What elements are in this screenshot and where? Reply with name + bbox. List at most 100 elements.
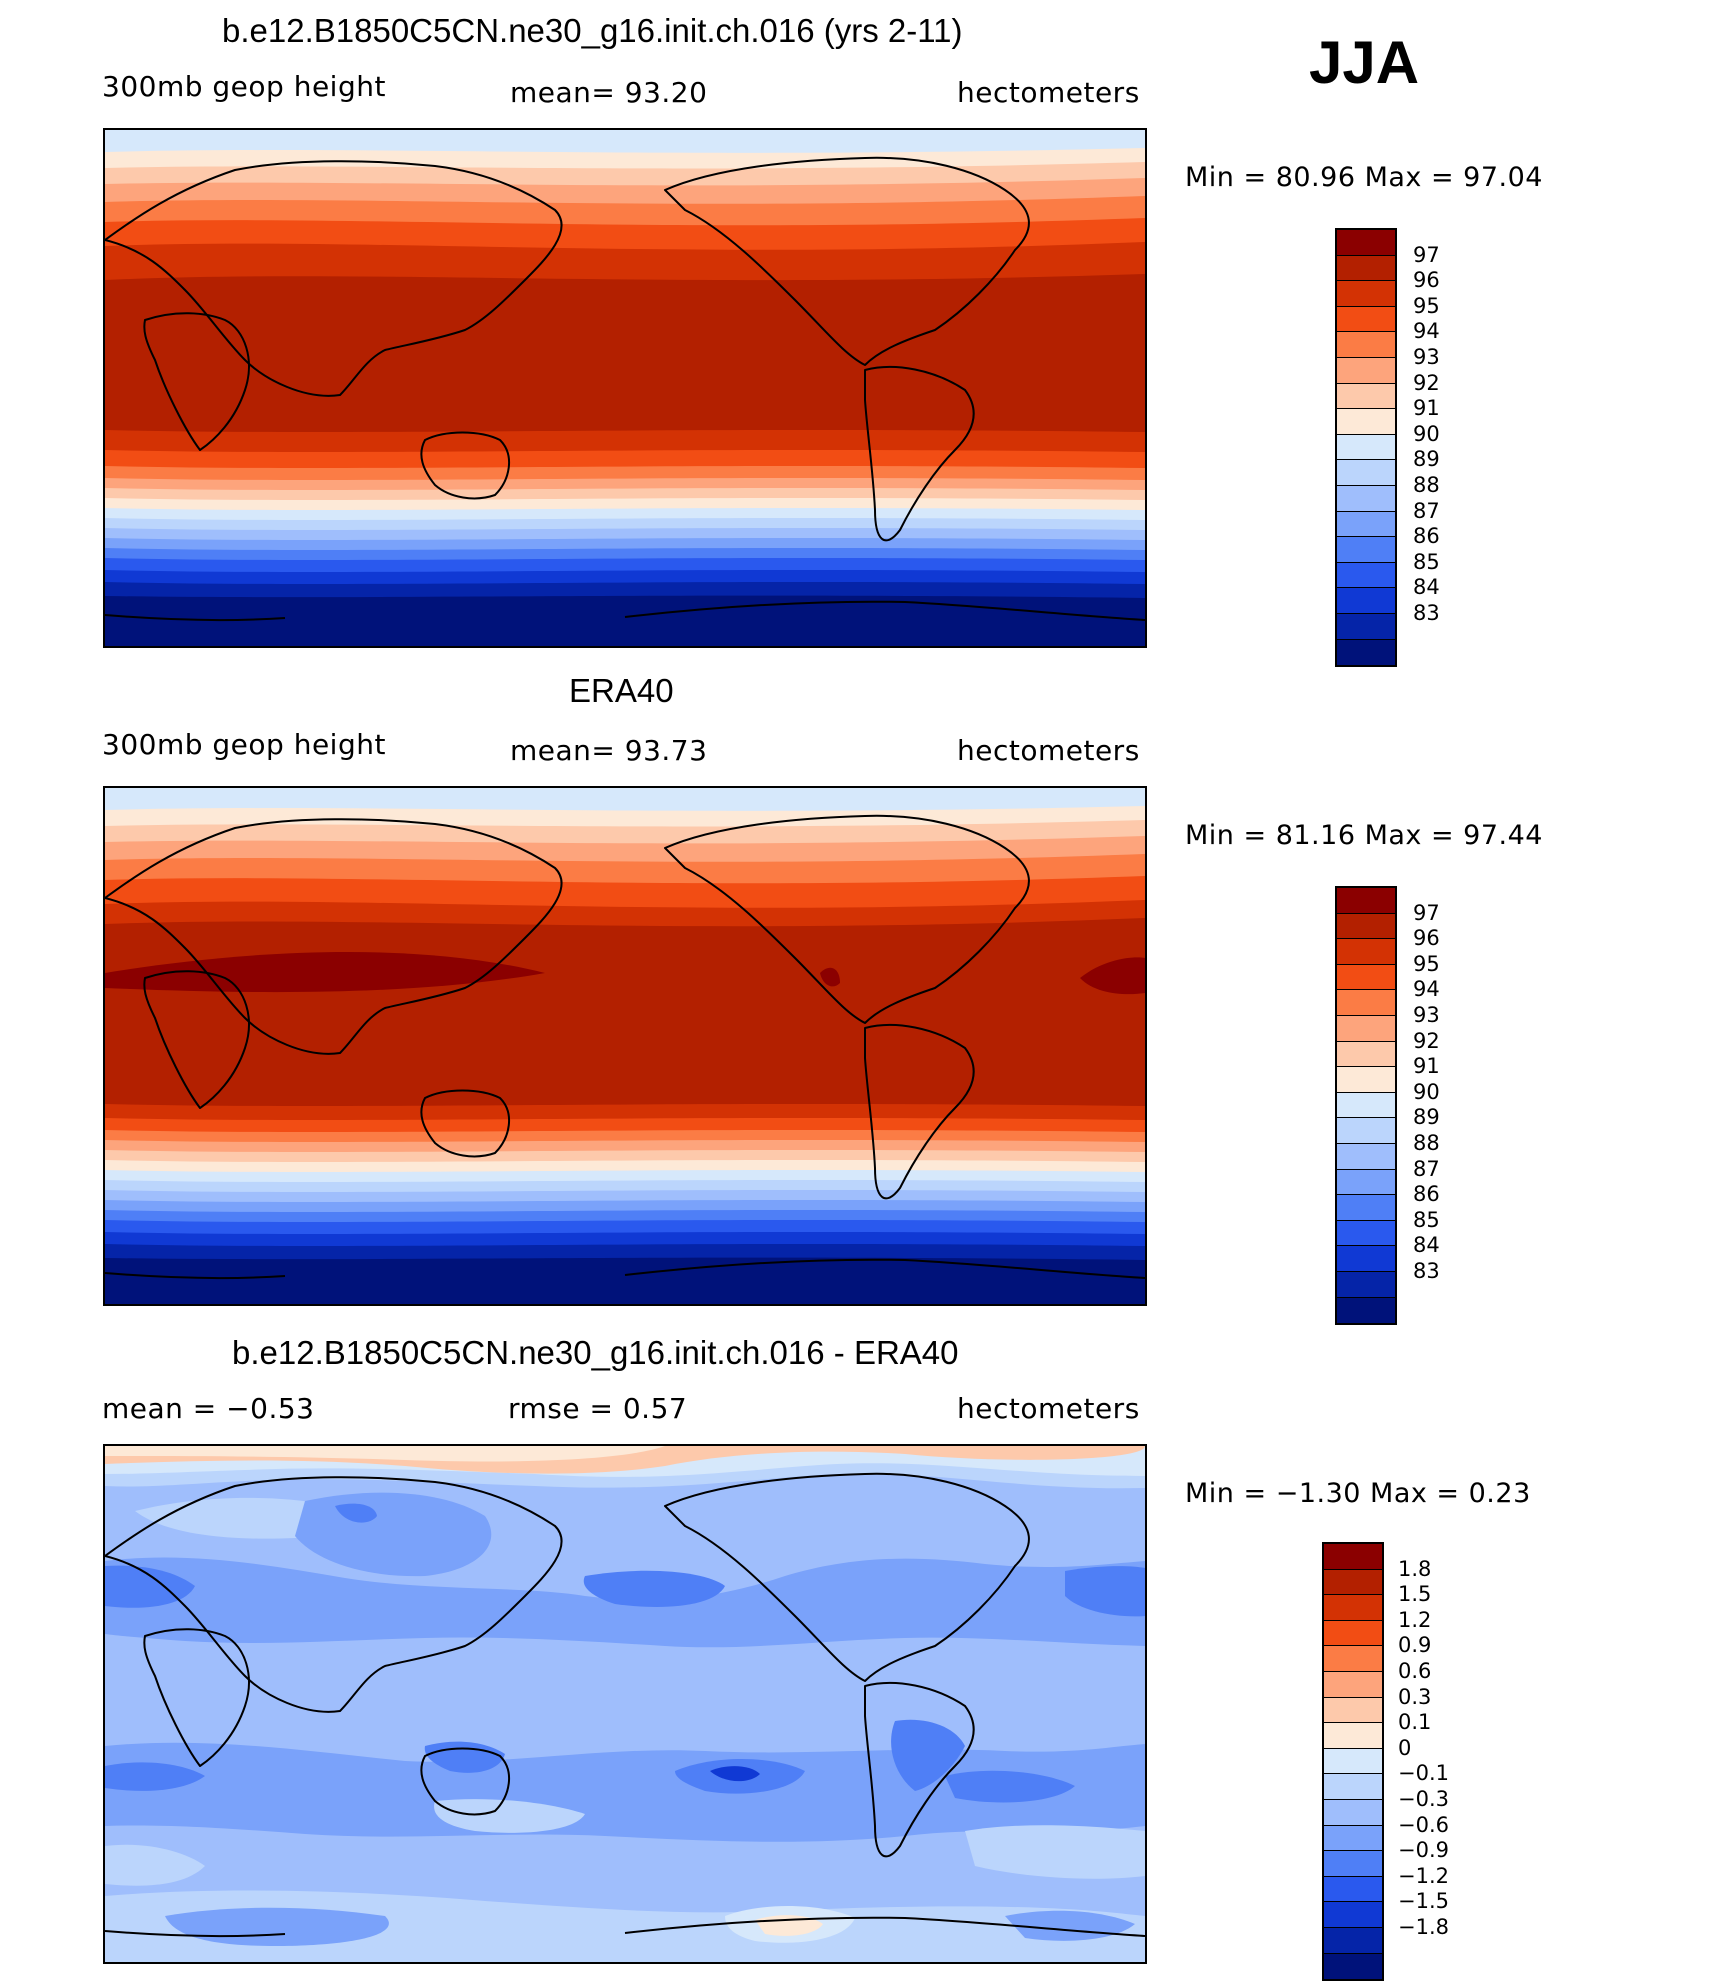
colorbar-tick-label: 0.6 <box>1398 1659 1432 1683</box>
colorbar-tick-label: 1.8 <box>1398 1556 1432 1581</box>
colorbar-swatch <box>1324 1825 1382 1852</box>
colorbar-swatch <box>1337 562 1395 589</box>
colorbar-swatch <box>1324 1595 1382 1621</box>
colorbar-tick-label: 88 <box>1413 1131 1440 1155</box>
colorbar-swatch <box>1324 1902 1382 1928</box>
colorbar-swatch <box>1337 639 1395 666</box>
colorbar-tick-label: 0 <box>1398 1735 1412 1760</box>
colorbar-swatch <box>1337 939 1395 965</box>
colorbar-tick-label: 83 <box>1413 1259 1440 1283</box>
colorbar-swatch <box>1337 1118 1395 1144</box>
colorbar-swatch <box>1337 1041 1395 1068</box>
panel-title-obs: ERA40 <box>569 672 674 709</box>
colorbar-swatch <box>1324 1671 1382 1698</box>
units-label-diff: hectometers <box>957 1392 1140 1425</box>
colorbar-swatch <box>1324 1569 1382 1596</box>
colorbar-swatch <box>1337 1220 1395 1247</box>
colorbar-swatch <box>1324 1544 1382 1570</box>
colorbar-swatch <box>1337 913 1395 940</box>
colorbar-swatch <box>1337 1092 1395 1119</box>
colorbar-tick-label: 90 <box>1413 421 1440 446</box>
colorbar-tick-label: −0.1 <box>1398 1761 1449 1786</box>
colorbar-model <box>1335 228 1397 668</box>
colorbar-tick-label: 1.5 <box>1398 1582 1432 1607</box>
colorbar-tick-label: −0.9 <box>1398 1838 1449 1863</box>
colorbar-swatch <box>1324 1851 1382 1877</box>
colorbar-swatch <box>1337 460 1395 486</box>
colorbar-swatch <box>1324 1799 1382 1826</box>
colorbar-swatch <box>1324 1646 1382 1672</box>
colorbar-swatch <box>1337 1067 1395 1093</box>
field-label-model: 300mb geop height <box>102 70 386 103</box>
colorbar-labels-obs: 97 96 95 94 93 92 91 90 89 88 87 86 85 84 83 <box>1413 886 1493 1296</box>
units-label-model: hectometers <box>957 76 1140 109</box>
colorbar-tick-label: 86 <box>1413 1182 1440 1207</box>
colorbar-swatch <box>1337 511 1395 538</box>
colorbar-swatch <box>1337 964 1395 991</box>
colorbar-tick-label: 91 <box>1413 396 1440 421</box>
colorbar-swatch <box>1337 537 1395 563</box>
colorbar-tick-label: 83 <box>1413 601 1440 625</box>
map-obs <box>103 786 1147 1306</box>
colorbar-swatch <box>1324 1723 1382 1749</box>
colorbar-tick-label: 88 <box>1413 473 1440 497</box>
colorbar-tick-label: 0.9 <box>1398 1633 1432 1658</box>
colorbar-tick-label: 85 <box>1413 1207 1440 1232</box>
colorbar-tick-label: 95 <box>1413 951 1440 976</box>
colorbar-tick-label: 86 <box>1413 524 1440 549</box>
colorbar-tick-label: 0.3 <box>1398 1684 1432 1709</box>
colorbar-tick-label: 89 <box>1413 1105 1440 1130</box>
colorbar-tick-label: 90 <box>1413 1079 1440 1104</box>
colorbar-tick-label: 94 <box>1413 977 1440 1002</box>
colorbar-swatch <box>1337 230 1395 256</box>
colorbar-tick-label: 85 <box>1413 549 1440 574</box>
colorbar-tick-label: 97 <box>1413 242 1440 267</box>
colorbar-tick-label: 93 <box>1413 345 1440 369</box>
colorbar-swatch <box>1337 888 1395 914</box>
colorbar-swatch <box>1337 1015 1395 1042</box>
colorbar-swatch <box>1337 1271 1395 1298</box>
colorbar-labels-diff: 1.8 1.5 1.2 0.9 0.6 0.3 0.1 0 −0.1 −0.3 −0.6 −0.9 −1… <box>1398 1542 1478 1952</box>
colorbar-swatch <box>1337 588 1395 614</box>
colorbar-tick-label: 97 <box>1413 900 1440 925</box>
colorbar-swatch <box>1324 1620 1382 1647</box>
mean-label-obs: mean= 93.73 <box>510 734 708 767</box>
colorbar-swatch <box>1324 1774 1382 1800</box>
colorbar-swatch <box>1337 1297 1395 1324</box>
map-diff <box>103 1444 1147 1964</box>
colorbar-swatch <box>1337 1143 1395 1170</box>
colorbar-diff <box>1322 1542 1384 1982</box>
mean-label-diff: mean = −0.53 <box>102 1392 315 1425</box>
colorbar-tick-label: 91 <box>1413 1054 1440 1079</box>
colorbar-tick-label: −1.2 <box>1398 1863 1449 1888</box>
units-label-obs: hectometers <box>957 734 1140 767</box>
colorbar-swatch <box>1324 1748 1382 1775</box>
colorbar-tick-label: 89 <box>1413 447 1440 472</box>
panel-title-diff: b.e12.B1850C5CN.ne30_g16.init.ch.016 - E… <box>232 1334 959 1371</box>
colorbar-labels-model: 97 96 95 94 93 92 91 90 89 88 87 86 85 84 83 <box>1413 228 1493 638</box>
colorbar-swatch <box>1324 1876 1382 1903</box>
colorbar-tick-label: 95 <box>1413 293 1440 318</box>
colorbar-tick-label: 92 <box>1413 370 1440 395</box>
colorbar-tick-label: 87 <box>1413 498 1440 523</box>
colorbar-tick-label: −1.5 <box>1398 1889 1449 1914</box>
colorbar-tick-label: 87 <box>1413 1156 1440 1181</box>
colorbar-swatch <box>1324 1953 1382 1980</box>
colorbar-swatch <box>1337 281 1395 307</box>
colorbar-swatch <box>1337 1195 1395 1221</box>
colorbar-tick-label: −1.8 <box>1398 1915 1449 1939</box>
colorbar-tick-label: 84 <box>1413 575 1440 600</box>
minmax-label-obs: Min = 81.16 Max = 97.44 <box>1185 820 1543 851</box>
colorbar-swatch <box>1337 485 1395 512</box>
colorbar-tick-label: −0.3 <box>1398 1787 1449 1811</box>
colorbar-swatch <box>1337 1169 1395 1196</box>
colorbar-obs <box>1335 886 1397 1326</box>
colorbar-tick-label: 93 <box>1413 1003 1440 1027</box>
colorbar-swatch <box>1337 357 1395 384</box>
colorbar-swatch <box>1337 434 1395 461</box>
colorbar-tick-label: −0.6 <box>1398 1812 1449 1837</box>
colorbar-tick-label: 92 <box>1413 1028 1440 1053</box>
colorbar-swatch <box>1337 1246 1395 1272</box>
rmse-label-diff: rmse = 0.57 <box>508 1392 688 1425</box>
minmax-label-diff: Min = −1.30 Max = 0.23 <box>1185 1478 1531 1509</box>
